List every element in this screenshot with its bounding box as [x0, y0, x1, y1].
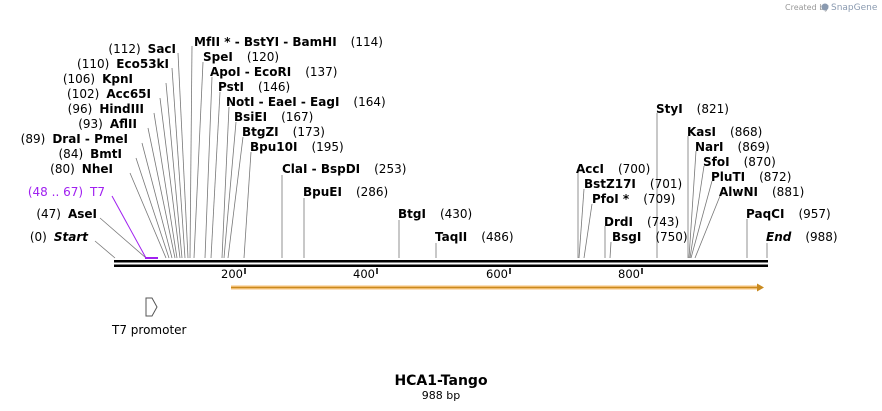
site-label[interactable]: BtgI (430) [398, 207, 472, 221]
scale-tick-label: 200 [221, 267, 243, 281]
site-label[interactable]: BstZ17I (701) [584, 177, 682, 191]
site-label[interactable]: DrdI (743) [604, 215, 679, 229]
site-label[interactable]: KasI (868) [687, 125, 762, 139]
site-label[interactable]: (93) AflII [78, 117, 137, 131]
t7-primer-connector [111, 195, 147, 259]
site-label[interactable]: PluTI (872) [711, 170, 791, 184]
site-label[interactable]: Bpu10I (195) [250, 140, 344, 154]
right-site-labels: StyI (821) KasI (868) NarI (869) SfoI (870) … [576, 102, 838, 244]
site-label[interactable]: AlwNI (881) [719, 185, 804, 199]
snapgene-logo-icon [821, 3, 829, 11]
site-label[interactable]: AccI (700) [576, 162, 650, 176]
right-site-connectors [577, 113, 768, 259]
site-label[interactable]: (80) NheI [50, 162, 113, 176]
site-label[interactable]: NotI - EaeI - EagI (164) [226, 95, 386, 109]
site-label[interactable]: (89) DraI - PmeI [21, 132, 128, 146]
site-label[interactable]: BpuEI (286) [303, 185, 388, 199]
orf-arrow-head [757, 283, 764, 292]
site-label[interactable]: (112) SacI [108, 42, 176, 56]
site-label[interactable]: (102) Acc65I [67, 87, 151, 101]
site-label[interactable]: (84) BmtI [59, 147, 123, 161]
backbone-top-strand [114, 260, 768, 263]
site-label[interactable]: PaqCI (957) [746, 207, 831, 221]
left-site-connectors [94, 52, 189, 259]
scale-tick-label: 400 [353, 267, 375, 281]
site-label[interactable]: PstI (146) [218, 80, 290, 94]
backbone-bottom-strand [114, 264, 768, 267]
scale-ruler: 200 400 600 800 [221, 267, 643, 281]
site-label[interactable]: TaqII (486) [435, 230, 514, 244]
site-label[interactable]: (96) HindIII [68, 102, 144, 116]
site-label[interactable]: (110) Eco53kI [77, 57, 169, 71]
left-site-labels: (112) SacI (110) Eco53kI (106) KpnI (102) Ac… [21, 42, 176, 244]
brand-text: SnapGene [831, 3, 878, 13]
site-label[interactable]: StyI (821) [656, 102, 729, 116]
scale-tick-label: 800 [618, 267, 640, 281]
map-title: HCA1-Tango [394, 373, 488, 389]
site-label[interactable]: (0) Start [30, 230, 89, 244]
t7-promoter-feature[interactable] [145, 297, 158, 317]
site-label[interactable]: (106) KpnI [63, 72, 133, 86]
orf-feature-arrow[interactable] [231, 283, 764, 292]
site-label[interactable]: BsiEI (167) [234, 110, 313, 124]
site-label[interactable]: NarI (869) [695, 140, 770, 154]
credit-text: Created by [785, 3, 829, 12]
promoter-arrow-icon [145, 297, 158, 317]
t7-promoter-label: T7 promoter [111, 323, 187, 337]
scale-tick-label: 600 [486, 267, 508, 281]
site-label[interactable]: SfoI (870) [703, 155, 776, 169]
site-label[interactable]: BtgZI (173) [242, 125, 325, 139]
mid-site-labels: MfII * - BstYI - BamHI (114) SpeI (120) Ap… [194, 35, 514, 244]
map-length: 988 bp [422, 389, 460, 402]
site-label[interactable]: PfoI * (709) [592, 192, 675, 206]
site-label[interactable]: (47) AseI [36, 207, 97, 221]
site-label[interactable]: ClaI - BspDI (253) [282, 162, 406, 176]
site-label[interactable]: ApoI - EcoRI (137) [210, 65, 337, 79]
t7-primer-label[interactable]: (48 .. 67) T7 [28, 185, 105, 199]
site-label[interactable]: BsgI (750) [612, 230, 688, 244]
site-label[interactable]: SpeI (120) [203, 50, 279, 64]
mid-site-connectors [189, 45, 437, 259]
site-label[interactable]: MfII * - BstYI - BamHI (114) [194, 35, 383, 49]
site-label[interactable]: End (988) [766, 230, 838, 244]
